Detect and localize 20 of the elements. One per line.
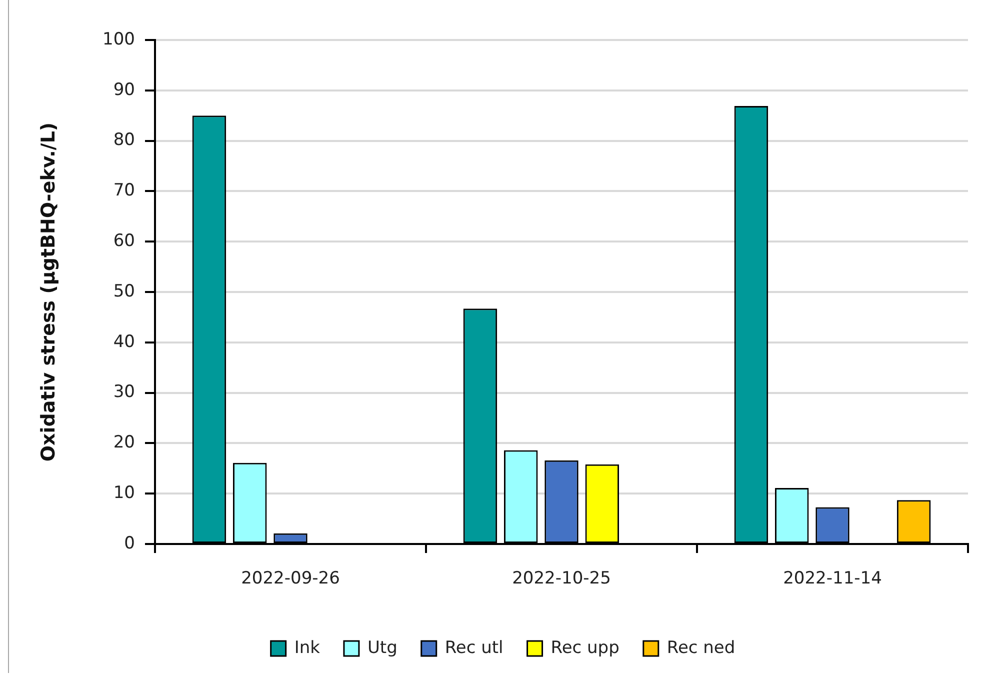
y-tick-label: 0 [124, 533, 135, 554]
y-tick-label: 70 [113, 180, 135, 201]
y-tick-label: 40 [113, 332, 135, 352]
y-tick-label: 80 [113, 130, 135, 150]
y-tick-label: 60 [113, 231, 135, 252]
legend-label: Rec ned [666, 638, 736, 658]
y-tick-label: 50 [113, 281, 135, 302]
legend-label: Ink [294, 638, 320, 658]
y-axis-title: Oxidativ stress (µgtBHQ-ekv./L) [37, 122, 60, 462]
x-tick-label: 2022-09-26 [241, 568, 340, 589]
y-tick-label: 20 [113, 432, 135, 453]
y-tick-label: 90 [113, 80, 135, 100]
x-tick-label: 2022-11-14 [783, 568, 882, 589]
x-tick-label: 2022-10-25 [512, 568, 611, 589]
y-tick-label: 10 [113, 483, 135, 504]
y-tick-label: 100 [102, 29, 135, 50]
legend-label: Rec upp [550, 638, 620, 658]
y-tick-label: 30 [113, 382, 135, 402]
legend-label: Rec utl [444, 638, 504, 658]
legend-label: Utg [367, 638, 398, 658]
